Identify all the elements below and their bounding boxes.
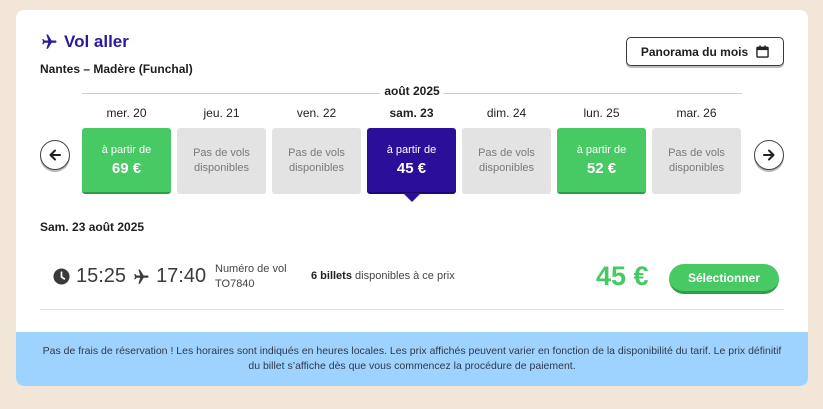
flight-times: 15:25 17:40 [53,265,206,288]
from-label: à partir de [101,143,152,156]
day-column: dim. 24 Pas de vols disponibles [462,106,551,194]
day-label: sam. 23 [389,106,434,120]
arrow-right-icon [763,149,775,161]
panorama-button[interactable]: Panorama du mois [626,37,784,66]
selected-date-heading: Sam. 23 août 2025 [40,220,145,234]
seat-count: 6 billets [311,270,352,282]
clock-icon [53,268,70,285]
day-tile-available[interactable]: à partir de 52 € [557,128,646,194]
no-flight-label: Pas de vols disponibles [668,147,725,174]
calendar-icon [756,45,769,58]
seat-availability-text: disponibles à ce prix [351,270,455,282]
flight-number-label: Numéro de vol [215,263,287,275]
plane-icon [42,34,57,49]
day-label: lun. 25 [583,106,620,120]
from-label: à partir de [386,143,437,156]
plane-icon [134,269,149,284]
day-price: 52 € [586,159,617,177]
day-tile-available[interactable]: à partir de 69 € [82,128,171,194]
day-column: mer. 20 à partir de 69 € [82,106,171,194]
day-label: jeu. 21 [203,106,240,120]
day-label: mar. 26 [676,106,717,120]
flight-number-block: Numéro de vol TO7840 [215,262,287,292]
next-day-button[interactable] [754,140,784,170]
day-label: mer. 20 [106,106,147,120]
info-notice: Pas de frais de réservation ! Les horair… [16,332,808,386]
flight-row: 15:25 17:40 Numéro de vol TO7840 6 bille… [40,248,784,310]
day-column: sam. 23 à partir de 45 € [367,106,456,194]
day-column: ven. 22 Pas de vols disponibles [272,106,361,194]
flight-number: TO7840 [215,278,255,290]
day-price: 45 € [396,159,427,177]
select-flight-button[interactable]: Sélectionner [669,264,779,294]
day-price: 69 € [111,159,142,177]
arrival-time: 17:40 [156,265,207,287]
day-column: mar. 26 Pas de vols disponibles [652,106,741,194]
route-label: Nantes – Madère (Funchal) [40,62,193,76]
no-flight-label: Pas de vols disponibles [478,147,535,174]
departure-time: 15:25 [76,265,127,287]
panorama-label: Panorama du mois [640,44,749,59]
day-column: lun. 25 à partir de 52 € [557,106,646,194]
day-tile-unavailable: Pas de vols disponibles [272,128,361,194]
day-column: jeu. 21 Pas de vols disponibles [177,106,266,194]
day-label: dim. 24 [486,106,527,120]
no-flight-label: Pas de vols disponibles [288,147,345,174]
day-label: ven. 22 [296,106,337,120]
day-tile-unavailable: Pas de vols disponibles [177,128,266,194]
day-tile-unavailable: Pas de vols disponibles [462,128,551,194]
seat-availability: 6 billets disponibles à ce prix [311,270,455,282]
no-flight-label: Pas de vols disponibles [193,147,250,174]
month-header: août 2025 [82,84,742,100]
month-label: août 2025 [380,84,444,98]
page-title: Vol aller [40,32,129,52]
flight-price: 45 € [596,261,649,291]
flight-card: Vol aller Nantes – Madère (Funchal) Pano… [16,10,808,386]
from-label: à partir de [576,143,627,156]
prev-day-button[interactable] [40,140,70,170]
arrow-left-icon [49,149,61,161]
day-tile-unavailable: Pas de vols disponibles [652,128,741,194]
title-text: Vol aller [64,32,129,51]
day-tile-selected[interactable]: à partir de 45 € [367,128,456,194]
